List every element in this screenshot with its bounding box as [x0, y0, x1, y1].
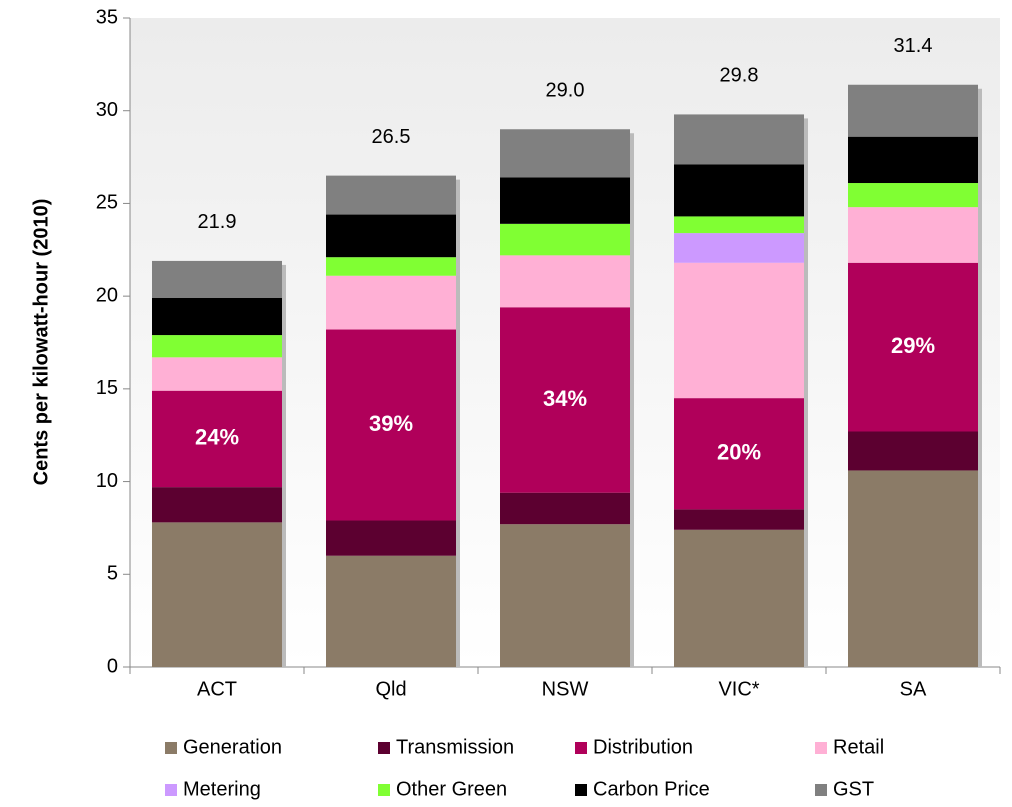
bar-segment — [326, 555, 456, 667]
bar-segment — [152, 487, 282, 523]
total-label: 29.8 — [720, 65, 759, 87]
y-tick-label: 30 — [96, 99, 118, 121]
bar-segment — [500, 255, 630, 308]
legend-label: Retail — [833, 736, 884, 758]
total-label: 31.4 — [894, 35, 933, 57]
y-tick-label: 5 — [107, 563, 118, 585]
y-tick-label: 20 — [96, 284, 118, 306]
legend-label: Generation — [183, 736, 282, 758]
bar-shadow — [456, 179, 460, 667]
bar-shadow — [978, 88, 982, 668]
bar-segment — [500, 524, 630, 667]
bar-segment — [326, 257, 456, 276]
bar-segment — [326, 175, 456, 215]
share-label: 24% — [195, 425, 239, 450]
share-label: 29% — [891, 333, 935, 358]
x-tick-label: VIC* — [718, 678, 759, 700]
bar-segment — [500, 177, 630, 224]
bar-segment — [848, 262, 978, 432]
total-label: 26.5 — [372, 126, 411, 148]
x-tick-label: NSW — [542, 678, 589, 700]
bar-segment — [152, 335, 282, 358]
bar-segment — [848, 470, 978, 667]
bar-segment — [152, 297, 282, 336]
bar-segment — [674, 509, 804, 530]
bar-segment — [500, 129, 630, 178]
bar-shadow — [630, 133, 634, 667]
bar-segment — [500, 307, 630, 493]
legend-swatch — [165, 742, 177, 754]
bar-segment — [500, 492, 630, 525]
bar-segment — [674, 216, 804, 234]
x-tick-label: ACT — [197, 678, 237, 700]
bar-segment — [848, 136, 978, 184]
y-tick-label: 15 — [96, 377, 118, 399]
bar-segment — [326, 275, 456, 330]
bar-segment — [152, 390, 282, 488]
bar-segment — [848, 207, 978, 263]
y-axis-label: Cents per kilowatt-hour (2010) — [30, 199, 52, 486]
legend-label: Other Green — [396, 778, 507, 800]
bar-segment — [674, 114, 804, 165]
bar-shadow — [804, 118, 808, 668]
bar-segment — [326, 520, 456, 556]
legend-swatch — [575, 742, 587, 754]
bar-segment — [848, 84, 978, 137]
x-tick-label: Qld — [375, 678, 406, 700]
total-label: 21.9 — [198, 211, 237, 233]
legend-label: Metering — [183, 778, 261, 800]
share-label: 39% — [369, 411, 413, 436]
legend-label: Distribution — [593, 736, 693, 758]
legend-label: Transmission — [396, 736, 514, 758]
share-label: 34% — [543, 386, 587, 411]
bar-segment — [674, 398, 804, 510]
legend-label: Carbon Price — [593, 778, 710, 800]
y-tick-label: 10 — [96, 470, 118, 492]
y-tick-label: 0 — [107, 655, 118, 677]
legend-swatch — [815, 784, 827, 796]
legend-swatch — [378, 784, 390, 796]
legend-label: GST — [833, 778, 874, 800]
y-tick-label: 25 — [96, 192, 118, 214]
x-tick-label: SA — [900, 678, 927, 700]
y-tick-label: 35 — [96, 6, 118, 28]
total-label: 29.0 — [546, 80, 585, 102]
bar-segment — [326, 214, 456, 258]
bar-segment — [152, 522, 282, 667]
legend-swatch — [815, 742, 827, 754]
legend-swatch — [378, 742, 390, 754]
bar-segment — [500, 223, 630, 256]
bar-segment — [152, 260, 282, 298]
legend-swatch — [165, 784, 177, 796]
bar-segment — [674, 262, 804, 399]
bar-shadow — [282, 264, 286, 667]
bar-segment — [326, 329, 456, 521]
bar-segment — [674, 164, 804, 217]
bar-segment — [848, 431, 978, 471]
bar-segment — [152, 357, 282, 391]
share-label: 20% — [717, 440, 761, 465]
bar-segment — [848, 183, 978, 208]
bar-segment — [674, 529, 804, 667]
bar-segment — [674, 233, 804, 263]
legend-swatch — [575, 784, 587, 796]
